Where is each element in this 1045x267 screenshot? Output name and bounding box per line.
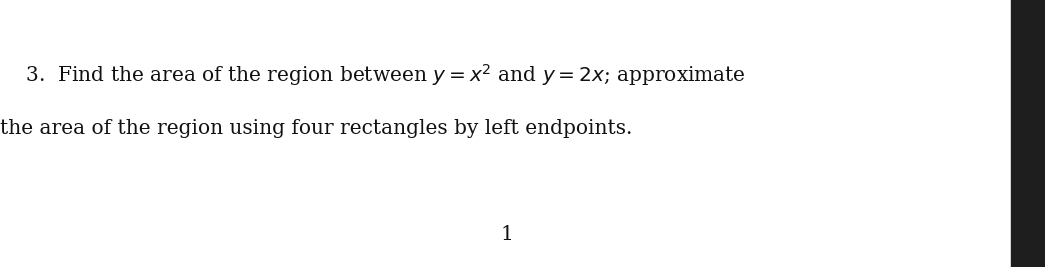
Text: 3.  Find the area of the region between $y = x^2$ and $y = 2x$; approximate: 3. Find the area of the region between $…	[0, 62, 746, 88]
Text: 1: 1	[501, 225, 513, 245]
Bar	[1011, 0, 1045, 267]
Text: the area of the region using four rectangles by left endpoints.: the area of the region using four rectan…	[0, 119, 632, 138]
